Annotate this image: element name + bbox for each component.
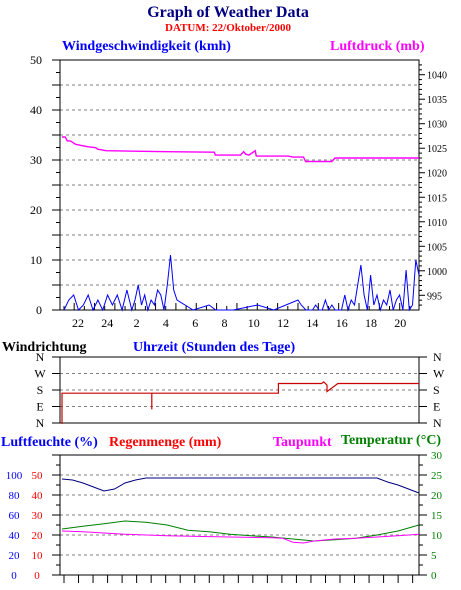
- humidity-axis-label: Luftfeuchte (%): [1, 435, 98, 450]
- series-dewpoint-line: [61, 530, 420, 544]
- rain-tick-label: 50: [32, 470, 44, 482]
- wind-direction-tick-label: S: [433, 383, 440, 397]
- temperature-tick-label: 0: [431, 570, 437, 582]
- humidity-tick-label: 0: [11, 570, 17, 582]
- rain-tick-label: 30: [32, 510, 44, 522]
- top-left-axis-ticks: 0 10 20 30 40 50: [30, 53, 60, 317]
- bottom-chart-frame: [59, 454, 420, 576]
- right-tick-label: 1015: [427, 193, 447, 204]
- pressure-axis-label: Luftdruck (mb): [330, 39, 425, 54]
- rain-tick-label: 0: [34, 570, 40, 582]
- x-tick-label: 20: [394, 316, 406, 330]
- top-right-axis-ticks: 995 1000 1005 1010 1015 1020 1025 1030 1035 1040: [419, 64, 447, 306]
- humidity-axis-ticks: 0 20 40 60 80 100: [6, 470, 23, 582]
- series-pressure-line: [62, 136, 419, 163]
- rain-axis-label: Regenmenge (mm): [109, 435, 222, 450]
- right-tick-label: 1030: [427, 120, 447, 131]
- x-tick-label: 4: [163, 316, 169, 330]
- humidity-tick-label: 40: [9, 530, 21, 542]
- left-tick-label: 10: [30, 253, 42, 267]
- wind-direction-tick-label: W: [433, 367, 445, 381]
- x-tick-label: 8: [222, 316, 228, 330]
- wind-direction-tick-label: E: [36, 400, 43, 414]
- left-tick-label: 30: [30, 153, 42, 167]
- humidity-tick-label: 80: [9, 490, 21, 502]
- right-tick-label: 1040: [427, 71, 447, 82]
- humidity-tick-label: 20: [9, 550, 21, 562]
- left-tick-label: 0: [36, 303, 42, 317]
- right-tick-label: 1000: [427, 267, 447, 278]
- series-wind-direction-line: [61, 381, 419, 424]
- left-tick-label: 40: [30, 103, 42, 117]
- wind-speed-axis-label: Windgeschwindigkeit (kmh): [62, 39, 231, 54]
- wind-direction-tick-label: N: [433, 416, 442, 430]
- wind-direction-frame: [59, 356, 420, 424]
- series-humidity-line: [61, 477, 420, 494]
- chart-title: Graph of Weather Data: [147, 4, 309, 21]
- top-chart-grid: [60, 84, 419, 286]
- x-tick-label: 6: [192, 316, 198, 330]
- bottom-chart-grid: [60, 474, 419, 556]
- x-tick-label: 16: [336, 316, 348, 330]
- wind-direction-tick-label: W: [34, 367, 46, 381]
- series-wind-speed-line: [63, 254, 420, 312]
- temperature-tick-label: 30: [431, 450, 443, 462]
- temperature-tick-label: 5: [431, 550, 437, 562]
- wind-direction-label: Windrichtung: [2, 340, 87, 355]
- right-tick-label: 1025: [427, 144, 447, 155]
- temperature-tick-label: 10: [431, 530, 443, 542]
- left-tick-label: 20: [30, 203, 42, 217]
- temperature-tick-label: 25: [431, 470, 443, 482]
- temperature-tick-label: 15: [431, 510, 443, 522]
- humidity-tick-label: 100: [6, 470, 23, 482]
- x-tick-label: 22: [72, 316, 84, 330]
- rain-tick-label: 10: [32, 550, 44, 562]
- wind-direction-tick-label: N: [36, 350, 45, 364]
- rain-tick-label: 40: [32, 490, 44, 502]
- x-tick-label: 18: [365, 316, 377, 330]
- right-tick-label: 1005: [427, 242, 447, 253]
- rain-tick-label: 20: [32, 530, 44, 542]
- x-tick-label: 10: [248, 316, 260, 330]
- wind-direction-tick-label: N: [433, 350, 442, 364]
- x-tick-label: 24: [101, 316, 113, 330]
- top-chart-frame: [59, 59, 420, 311]
- x-tick-label: 2: [134, 316, 140, 330]
- temperature-axis-ticks: 0 5 10 15 20 25 30: [419, 450, 443, 582]
- wind-direction-tick-label: S: [37, 383, 44, 397]
- bottom-x-axis-ticks: [63, 575, 414, 583]
- rain-axis-ticks: 0 10 20 30 40 50: [32, 454, 60, 582]
- wind-direction-grid: [60, 373, 419, 407]
- wind-direction-tick-label: E: [433, 400, 440, 414]
- humidity-tick-label: 60: [9, 510, 21, 522]
- x-axis-label: Uhrzeit (Stunden des Tage): [133, 340, 296, 355]
- wind-direction-tick-label: N: [36, 416, 45, 430]
- dewpoint-label: Taupunkt: [273, 435, 332, 450]
- x-tick-label: 12: [277, 316, 289, 330]
- x-tick-label: 14: [306, 316, 318, 330]
- left-tick-label: 50: [30, 53, 42, 67]
- temperature-axis-label: Temperatur (°C): [341, 433, 441, 448]
- temperature-tick-label: 20: [431, 490, 443, 502]
- right-tick-label: 1035: [427, 95, 447, 106]
- chart-subtitle: DATUM: 22/Oktober/2000: [165, 22, 291, 34]
- right-tick-label: 1020: [427, 169, 447, 180]
- right-tick-label: 995: [427, 291, 442, 302]
- right-tick-label: 1010: [427, 218, 447, 229]
- top-x-axis-ticks: 22 24 2 4 6 8 10 12 14 16 18 20: [63, 303, 411, 330]
